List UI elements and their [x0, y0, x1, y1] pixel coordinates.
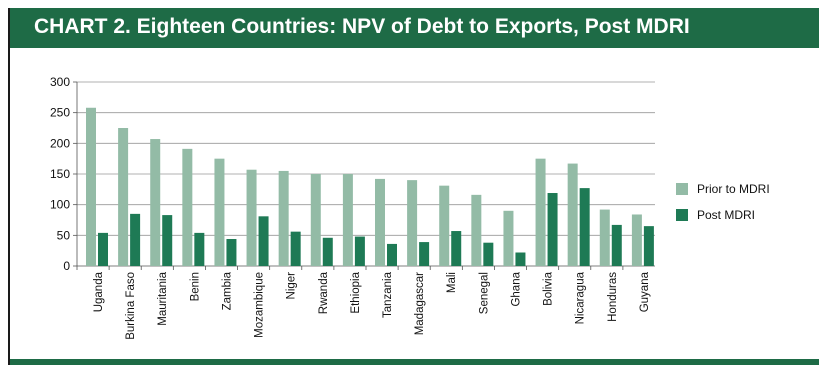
bar-prior-to-mdri — [86, 107, 96, 266]
legend-swatch-prior — [676, 183, 688, 195]
bar-prior-to-mdri — [471, 194, 482, 266]
bar-prior-to-mdri — [246, 169, 257, 266]
bar-prior-to-mdri — [150, 139, 161, 266]
legend-label: Post MDRI — [697, 208, 755, 222]
y-tick-label: 100 — [50, 198, 70, 212]
x-axis-labels: Uganda Burkina Faso Mauritania Benin Zambia M… — [76, 266, 651, 340]
bar-prior-to-mdri — [310, 174, 321, 266]
bar-prior-to-mdri — [375, 178, 385, 266]
bar-prior-to-mdri — [342, 174, 353, 266]
x-category-label: Madagascar — [414, 272, 426, 335]
bar-prior-to-mdri — [118, 128, 129, 266]
bar-post-mdri — [611, 224, 622, 266]
bar-prior-to-mdri — [599, 209, 610, 266]
bar-post-mdri — [226, 239, 237, 266]
bar-post-mdri — [258, 216, 269, 266]
bar-prior-to-mdri — [631, 214, 642, 266]
bar-prior-to-mdri — [439, 185, 450, 266]
bars — [86, 107, 654, 266]
bar-post-mdri — [290, 231, 301, 266]
x-category-label: Nicaragua — [575, 271, 587, 324]
x-category-label: Benin — [189, 272, 201, 301]
bar-post-mdri — [322, 237, 333, 266]
y-tick-label: 200 — [50, 136, 70, 150]
x-category-label: Rwanda — [318, 271, 330, 314]
x-category-label: Bolivia — [543, 271, 555, 305]
bar-post-mdri — [194, 232, 205, 266]
y-tick-label: 150 — [50, 167, 70, 181]
chart-title-bar: CHART 2. Eighteen Countries: NPV of Debt… — [10, 8, 819, 48]
bar-post-mdri — [130, 213, 141, 266]
legend-label: Prior to MDRI — [697, 182, 770, 196]
bar-post-mdri — [451, 231, 462, 266]
bar-prior-to-mdri — [535, 158, 546, 266]
y-axis-ticks: 0 50 100 150 200 250 300 — [50, 75, 77, 273]
x-category-label: Tanzania — [382, 271, 394, 318]
bar-prior-to-mdri — [407, 180, 418, 266]
chart-title: CHART 2. Eighteen Countries: NPV of Debt… — [34, 15, 690, 38]
bar-prior-to-mdri — [214, 158, 225, 266]
x-category-label: Burkina Faso — [125, 272, 137, 340]
y-tick-label: 300 — [50, 75, 70, 89]
x-category-label: Honduras — [607, 272, 619, 322]
x-category-label: Senegal — [478, 272, 490, 314]
bar-prior-to-mdri — [182, 148, 193, 266]
x-category-label: Zambia — [221, 271, 233, 310]
legend: Prior to MDRI Post MDRI — [676, 182, 770, 222]
bar-post-mdri — [387, 243, 397, 266]
x-category-label: Mauritania — [157, 271, 169, 325]
bar-post-mdri — [547, 193, 558, 266]
bar-post-mdri — [162, 215, 173, 266]
bottom-rule — [10, 359, 819, 365]
bar-post-mdri — [579, 188, 590, 266]
bar-post-mdri — [483, 242, 494, 266]
legend-swatch-post — [676, 209, 688, 221]
x-category-label: Mozambique — [254, 272, 266, 338]
y-tick-label: 50 — [57, 228, 71, 242]
x-category-label: Ethiopia — [350, 271, 362, 313]
bar-prior-to-mdri — [503, 210, 514, 266]
x-category-label: Guyana — [639, 271, 651, 312]
x-category-label: Mali — [446, 272, 458, 293]
x-category-label: Uganda — [93, 271, 105, 312]
bar-post-mdri — [98, 232, 108, 266]
bar-prior-to-mdri — [278, 170, 289, 266]
bar-post-mdri — [419, 242, 430, 266]
y-tick-label: 250 — [50, 106, 70, 120]
x-category-label: Ghana — [510, 271, 522, 306]
bar-post-mdri — [643, 226, 654, 266]
y-tick-label: 0 — [63, 259, 70, 273]
bar-post-mdri — [515, 252, 526, 266]
bar-prior-to-mdri — [567, 163, 578, 266]
x-category-label: Niger — [286, 272, 298, 300]
bar-post-mdri — [354, 236, 365, 266]
